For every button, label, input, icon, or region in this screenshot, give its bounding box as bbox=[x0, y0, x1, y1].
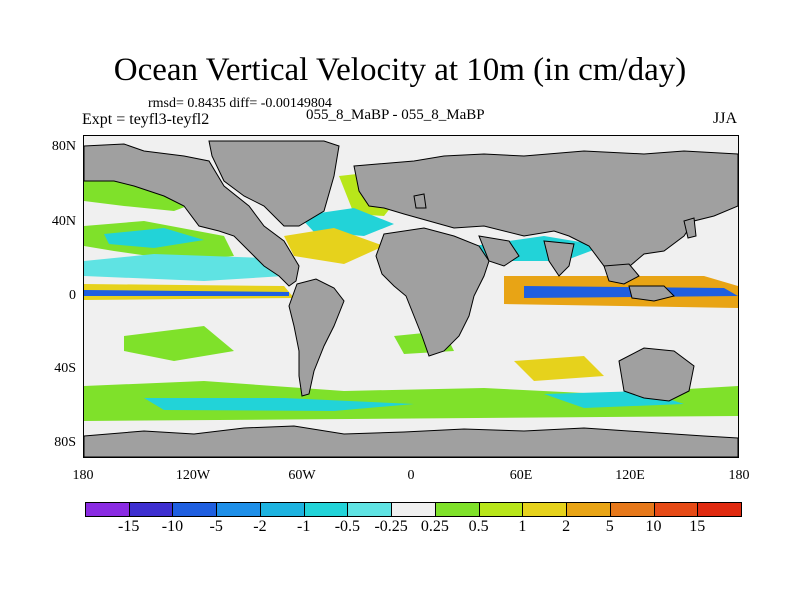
colorbar-label: -10 bbox=[161, 518, 184, 535]
plot-title: Ocean Vertical Velocity at 10m (in cm/da… bbox=[113, 52, 687, 88]
indian-south-yellow bbox=[514, 356, 604, 381]
colorbar-label: 1 bbox=[518, 518, 527, 535]
colorbar-label: -1 bbox=[296, 518, 311, 535]
colorbar-box bbox=[697, 502, 743, 517]
east-pacific-cyan bbox=[84, 254, 284, 281]
lon-tick-60e: 60E bbox=[509, 468, 533, 483]
land-masses bbox=[84, 140, 738, 457]
arabia bbox=[478, 235, 520, 267]
gulf-stream-cyan bbox=[299, 208, 394, 236]
colorbar-box bbox=[172, 502, 218, 517]
colorbar-label: 2 bbox=[562, 518, 571, 535]
colorbar-label: 0.25 bbox=[420, 518, 449, 535]
south-pacific-green bbox=[124, 326, 234, 361]
colorbar-label: -15 bbox=[118, 518, 140, 535]
colorbar-label: -0.25 bbox=[374, 518, 408, 535]
lat-tick-80s: 80S bbox=[54, 435, 76, 450]
north-pacific-cyan bbox=[104, 228, 204, 248]
lat-tick-40s: 40S bbox=[54, 361, 76, 376]
rmsd-diff-stats: rmsd= 0.8435 diff= -0.00149804 bbox=[148, 96, 332, 111]
colorbar-box bbox=[347, 502, 393, 517]
colorbar-box bbox=[303, 502, 349, 517]
north-america bbox=[84, 143, 300, 287]
eurasia bbox=[353, 150, 738, 272]
lat-tick-40n: 40N bbox=[51, 214, 76, 229]
colorbar-box bbox=[478, 502, 524, 517]
japan bbox=[683, 217, 697, 239]
equatorial-blue-band bbox=[84, 290, 289, 296]
colorbar-box bbox=[391, 502, 436, 517]
colorbar-label: 15 bbox=[689, 518, 706, 535]
greenland bbox=[208, 140, 340, 227]
lat-tick-0: 0 bbox=[69, 288, 76, 303]
southeast-asia bbox=[603, 263, 640, 285]
south-america bbox=[288, 278, 345, 397]
atlantic-yellow bbox=[284, 228, 384, 264]
colorbar-box bbox=[566, 502, 611, 517]
colorbar-box bbox=[85, 502, 130, 517]
colorbar-label: -5 bbox=[209, 518, 223, 535]
lat-tick-80n: 80N bbox=[51, 139, 76, 154]
lon-tick-120e: 120E bbox=[615, 468, 645, 483]
southern-ocean-cyan bbox=[144, 398, 414, 411]
colorbar-box bbox=[609, 502, 655, 517]
ocean-velocity-map bbox=[84, 136, 738, 457]
colorbar-label: 5 bbox=[605, 518, 614, 535]
southern-ocean-green bbox=[84, 381, 738, 421]
maritime-continent bbox=[628, 285, 675, 302]
colorbar-box bbox=[259, 502, 305, 517]
colorbar bbox=[85, 502, 743, 517]
antarctica bbox=[84, 425, 738, 457]
map-panel bbox=[83, 135, 739, 458]
colorbar-label: -2 bbox=[253, 518, 267, 535]
africa bbox=[375, 227, 490, 357]
case-label: 055_8_MaBP - 055_8_MaBP bbox=[306, 107, 485, 123]
lon-tick-120w: 120W bbox=[175, 468, 211, 483]
uk bbox=[413, 193, 427, 209]
colorbar-box bbox=[216, 502, 261, 517]
colorbar-label: 0.5 bbox=[468, 518, 489, 535]
india bbox=[543, 240, 575, 277]
lon-tick-0: 0 bbox=[407, 468, 415, 483]
australia bbox=[618, 347, 695, 402]
lon-tick-180w: 180 bbox=[72, 468, 94, 483]
season-label: JJA bbox=[713, 110, 738, 127]
experiment-label: Expt = teyfl3-teyfl2 bbox=[82, 111, 210, 128]
colorbar-box bbox=[434, 502, 480, 517]
lon-tick-180e: 180 bbox=[728, 468, 750, 483]
colorbar-box bbox=[128, 502, 174, 517]
colorbar-label: 10 bbox=[645, 518, 662, 535]
colorbar-box bbox=[522, 502, 568, 517]
colorbar-box bbox=[653, 502, 699, 517]
colorbar-label: -0.5 bbox=[334, 518, 361, 535]
lon-tick-60w: 60W bbox=[288, 468, 316, 483]
